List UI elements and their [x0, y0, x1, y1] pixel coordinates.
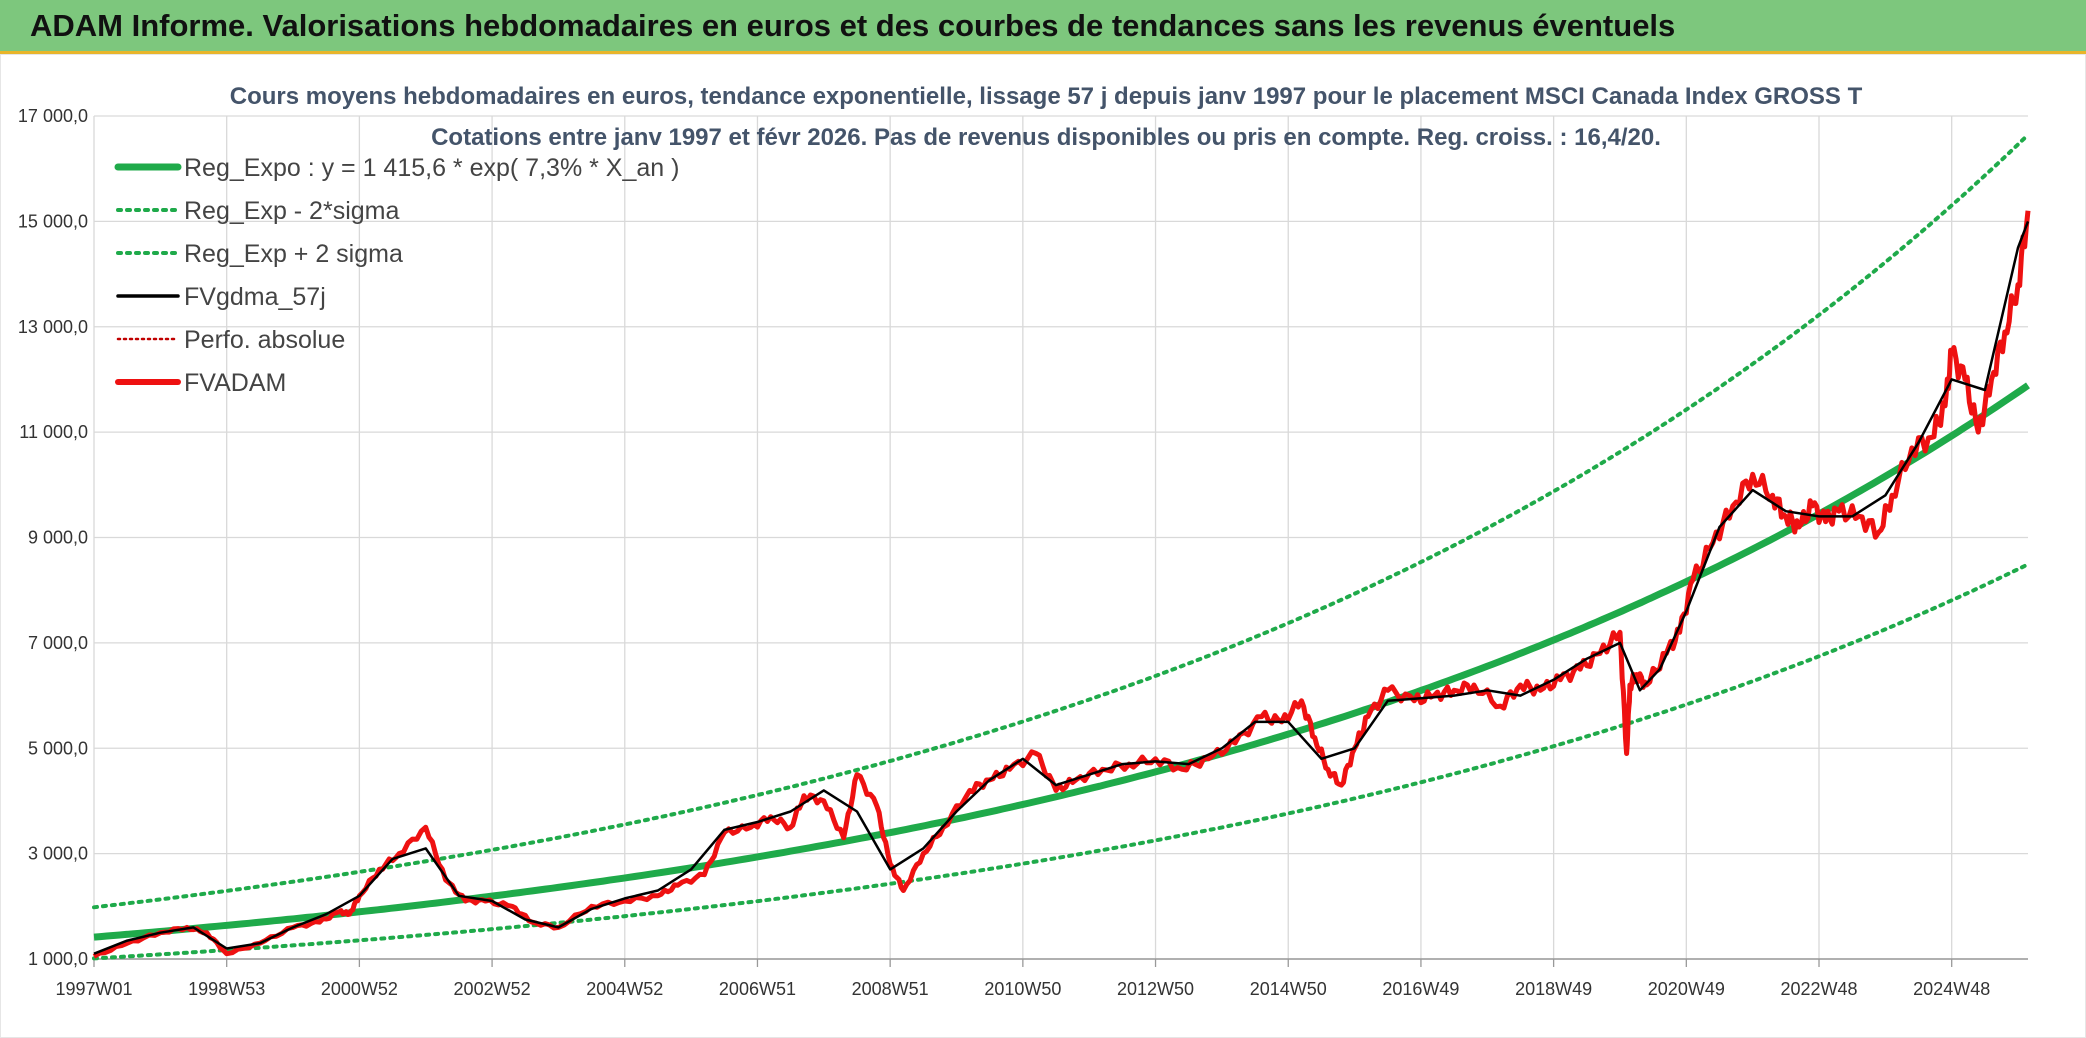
x-tick-label: 2024W48 [1913, 979, 1990, 999]
y-tick-label: 17 000,0 [18, 106, 88, 126]
y-axis-ticks: 1 000,0 3 000,0 5 000,0 7 000,0 9 000,0 11 00… [18, 106, 88, 969]
legend-label-reg_minus: Reg_Exp - 2*sigma [184, 197, 399, 225]
x-tick-label: 2004W52 [586, 979, 663, 999]
valuation-chart: 1 000,0 3 000,0 5 000,0 7 000,0 9 000,0 11 00… [18, 83, 2031, 999]
grid-lines [93, 115, 2028, 960]
y-tick-label: 15 000,0 [18, 211, 88, 231]
series-layer [92, 132, 2031, 961]
chart-title: Cours moyens hebdomadaires en euros, ten… [230, 83, 1863, 110]
legend-label-reg_plus: Reg_Exp + 2 sigma [184, 240, 403, 268]
y-tick-label: 13 000,0 [18, 317, 88, 337]
y-tick-label: 9 000,0 [28, 528, 88, 548]
reg-exp-plus-2sigma-line [92, 132, 2030, 910]
reg-expo-line [93, 382, 2030, 941]
chart-subtitle: Cotations entre janv 1997 et févr 2026. … [431, 124, 1661, 151]
x-tick-label: 1998W53 [188, 979, 265, 999]
chart-legend: Reg_Expo : y = 1 415,6 * exp( 7,3% * X_a… [114, 154, 679, 397]
x-tick-label: 2008W51 [852, 979, 929, 999]
x-tick-label: 2014W50 [1250, 979, 1327, 999]
y-tick-label: 1 000,0 [28, 949, 88, 969]
y-tick-label: 5 000,0 [28, 738, 88, 758]
report-banner: ADAM Informe. Valorisations hebdomadaire… [0, 0, 2086, 54]
y-tick-label: 3 000,0 [28, 844, 88, 864]
x-tick-label: 2020W49 [1648, 979, 1725, 999]
reg-exp-minus-2sigma-line [92, 562, 2030, 961]
x-tick-label: 2022W48 [1780, 979, 1857, 999]
x-tick-label: 1997W01 [55, 979, 132, 999]
fvadam-line [92, 210, 2031, 959]
legend-label-reg_expo: Reg_Expo : y = 1 415,6 * exp( 7,3% * X_a… [184, 154, 679, 182]
x-tick-label: 2010W50 [984, 979, 1061, 999]
legend-label-fvgdma: FVgdma_57j [184, 283, 326, 311]
y-tick-label: 7 000,0 [28, 633, 88, 653]
legend-label-fvadam: FVADAM [184, 369, 286, 397]
x-tick-label: 2012W50 [1117, 979, 1194, 999]
x-tick-label: 2018W49 [1515, 979, 1592, 999]
fvgdma-line [93, 220, 2030, 955]
x-axis-ticks: 1997W01 1998W53 2000W52 2002W52 2004W52 2006W… [55, 959, 1990, 999]
x-tick-label: 2000W52 [321, 979, 398, 999]
x-tick-label: 2002W52 [454, 979, 531, 999]
legend-label-perfo: Perfo. absolue [184, 326, 345, 354]
banner-title: ADAM Informe. Valorisations hebdomadaire… [30, 8, 1676, 43]
y-tick-label: 11 000,0 [19, 422, 88, 442]
x-tick-label: 2006W51 [719, 979, 796, 999]
x-tick-label: 2016W49 [1382, 979, 1459, 999]
